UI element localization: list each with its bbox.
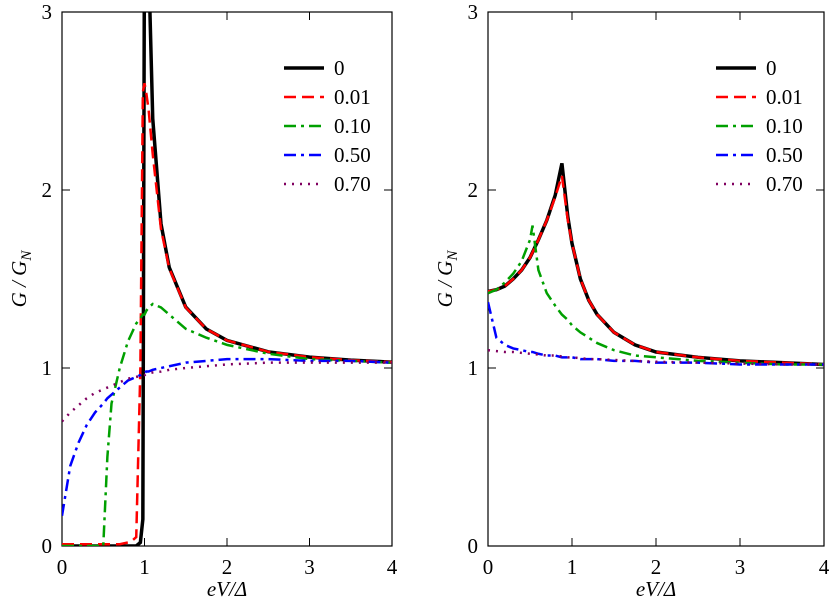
y-tick-label: 1 <box>468 356 479 380</box>
legend-label: 0.01 <box>766 85 803 109</box>
series-line <box>62 361 392 423</box>
y-axis-label-sub: N <box>19 250 35 262</box>
x-tick-label: 3 <box>735 555 746 579</box>
y-tick-label: 2 <box>42 178 53 202</box>
x-axis-label: eV/Δ <box>207 577 247 601</box>
series-line <box>62 302 392 546</box>
legend-label: 0 <box>334 56 345 80</box>
y-tick-label: 2 <box>468 178 479 202</box>
legend-label: 0.01 <box>334 85 371 109</box>
y-tick-label: 0 <box>468 534 479 558</box>
series-line <box>488 348 824 366</box>
y-axis-label: G / GN <box>7 250 35 308</box>
plot-lines <box>488 162 824 367</box>
x-tick-label: 2 <box>222 555 233 579</box>
panel: 0 1 2 3 4 0 1 2 3 eV/Δ G / GN 0 0.01 0.10 0.50 0.70 <box>7 0 398 601</box>
y-tick-label: 0 <box>42 534 53 558</box>
y-axis-label: G / GN <box>433 250 461 308</box>
series-line <box>488 301 824 366</box>
series-line <box>62 12 392 546</box>
legend-label: 0.10 <box>334 114 371 138</box>
x-tick-label: 1 <box>567 555 578 579</box>
y-axis-label-main: G / G <box>7 261 31 308</box>
plot-lines <box>62 12 392 546</box>
x-tick-label: 4 <box>387 555 398 579</box>
y-tick-label: 3 <box>468 0 479 24</box>
x-tick-label: 2 <box>651 555 662 579</box>
x-tick-label: 0 <box>483 555 494 579</box>
y-tick-label: 1 <box>42 356 53 380</box>
x-tick-label: 0 <box>57 555 68 579</box>
legend-label: 0.70 <box>766 172 803 196</box>
legend-label: 0 <box>766 56 777 80</box>
y-axis-label-main: G / G <box>433 261 457 308</box>
series-line <box>488 175 824 366</box>
series-line <box>62 357 392 516</box>
x-tick-label: 4 <box>819 555 830 579</box>
legend-label: 0.70 <box>334 172 371 196</box>
x-tick-label: 1 <box>139 555 150 579</box>
legend-label: 0.50 <box>766 143 803 167</box>
x-tick-label: 3 <box>304 555 315 579</box>
y-tick-label: 3 <box>42 0 53 24</box>
panel: 0 1 2 3 4 0 1 2 3 eV/Δ G / GN 0 0.01 0.10 0.50 0.70 <box>433 0 830 601</box>
legend-label: 0.50 <box>334 143 371 167</box>
series-line <box>488 225 824 366</box>
legend-label: 0.10 <box>766 114 803 138</box>
y-axis-label-sub: N <box>445 250 461 262</box>
x-axis-label: eV/Δ <box>636 577 676 601</box>
